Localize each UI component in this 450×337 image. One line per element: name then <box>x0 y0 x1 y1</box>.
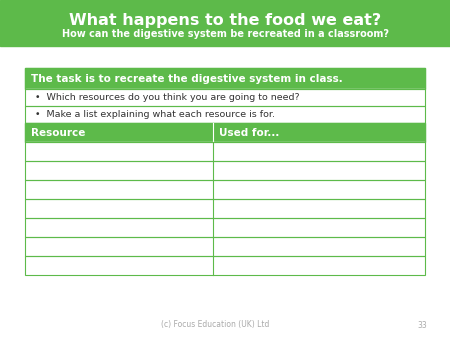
Bar <box>25 161 425 180</box>
Bar <box>25 68 425 89</box>
Text: Used for...: Used for... <box>219 127 279 137</box>
Bar <box>25 237 425 256</box>
Bar <box>25 180 425 199</box>
Bar <box>25 237 425 256</box>
Bar <box>25 106 425 123</box>
Bar <box>25 218 425 237</box>
Text: What happens to the food we eat?: What happens to the food we eat? <box>69 13 381 28</box>
Bar <box>25 123 425 142</box>
Text: (c) Focus Education (UK) Ltd: (c) Focus Education (UK) Ltd <box>161 320 269 330</box>
Bar <box>25 199 425 218</box>
Bar <box>25 142 425 161</box>
Bar <box>25 218 425 237</box>
Bar <box>25 161 425 180</box>
Bar <box>25 89 425 106</box>
Bar <box>25 68 425 89</box>
Text: •  Which resources do you think you are going to need?: • Which resources do you think you are g… <box>35 93 300 102</box>
Text: •  Make a list explaining what each resource is for.: • Make a list explaining what each resou… <box>35 110 275 119</box>
Bar <box>25 256 425 275</box>
Bar <box>25 106 425 123</box>
Bar <box>25 123 425 142</box>
Bar <box>25 142 425 161</box>
Bar <box>25 199 425 218</box>
Bar <box>0 0 450 46</box>
Bar <box>25 180 425 199</box>
Text: 33: 33 <box>417 320 427 330</box>
Text: The task is to recreate the digestive system in class.: The task is to recreate the digestive sy… <box>31 73 343 84</box>
Bar <box>25 256 425 275</box>
Text: Resource: Resource <box>31 127 86 137</box>
Bar <box>25 89 425 106</box>
Text: How can the digestive system be recreated in a classroom?: How can the digestive system be recreate… <box>62 29 388 39</box>
